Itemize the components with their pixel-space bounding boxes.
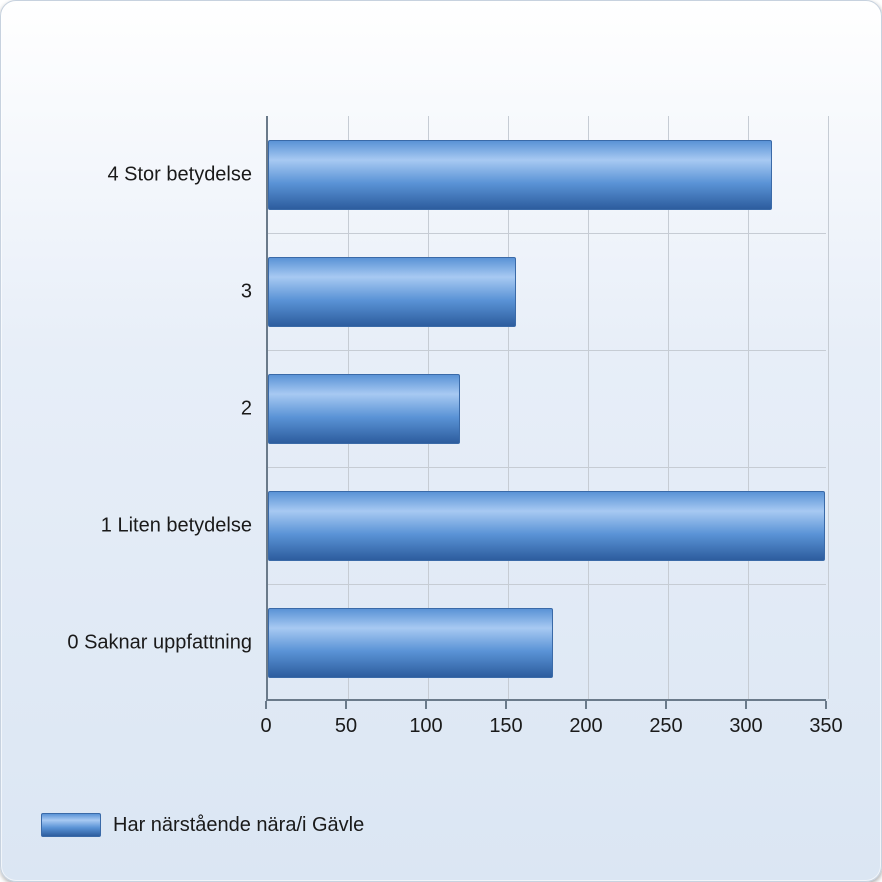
gridline-h (268, 233, 826, 234)
bar (268, 608, 553, 678)
chart-card: Har närstående nära/i Gävle 0 50 100 150 200… (0, 0, 882, 882)
legend: Har närstående nära/i Gävle (41, 813, 364, 837)
y-tick-label: 1 Liten betydelse (101, 514, 252, 537)
x-tick-label: 100 (409, 715, 442, 738)
y-tick-label: 0 Saknar uppfattning (67, 631, 252, 654)
gridline-v (828, 116, 829, 699)
y-tick-label: 2 (241, 397, 252, 420)
x-tick-label: 200 (569, 715, 602, 738)
x-tick-label: 300 (729, 715, 762, 738)
gridline-h (268, 350, 826, 351)
x-tick-label: 350 (809, 715, 842, 738)
x-tickmark (665, 701, 667, 709)
x-tickmark (265, 701, 267, 709)
x-tickmark (345, 701, 347, 709)
x-tick-label: 0 (260, 715, 271, 738)
legend-label: Har närstående nära/i Gävle (113, 814, 364, 837)
bar (268, 491, 825, 561)
y-tick-label: 3 (241, 280, 252, 303)
gridline-h (268, 584, 826, 585)
y-tick-label: 4 Stor betydelse (107, 163, 252, 186)
bar (268, 374, 460, 444)
plot-area (266, 116, 826, 701)
bar (268, 140, 772, 210)
x-tickmark (505, 701, 507, 709)
x-tickmark (585, 701, 587, 709)
x-tick-label: 250 (649, 715, 682, 738)
bar (268, 257, 516, 327)
x-tick-label: 50 (335, 715, 357, 738)
x-tickmark (745, 701, 747, 709)
legend-swatch (41, 813, 101, 837)
x-tickmark (825, 701, 827, 709)
x-tick-label: 150 (489, 715, 522, 738)
gridline-h (268, 467, 826, 468)
x-tickmark (425, 701, 427, 709)
